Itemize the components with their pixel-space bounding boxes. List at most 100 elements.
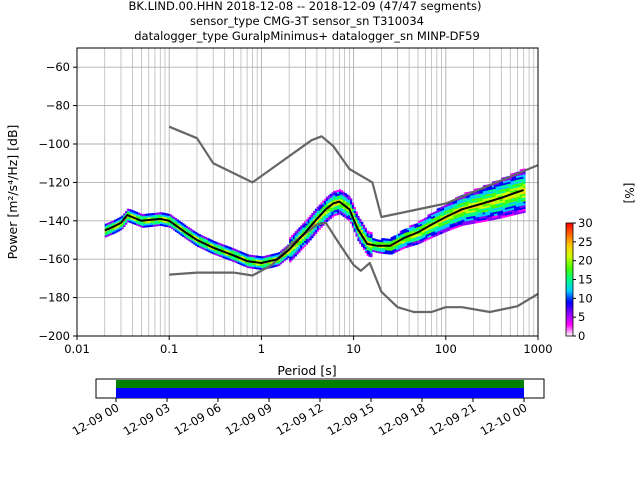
density-cell (412, 226, 415, 229)
density-cell (488, 189, 491, 193)
density-cell (482, 219, 486, 222)
density-cell (475, 209, 478, 212)
density-cell (503, 213, 506, 216)
density-cell (425, 219, 428, 222)
density-cell (198, 237, 202, 241)
density-cell (174, 225, 178, 228)
density-cell (158, 220, 161, 223)
density-cell (366, 251, 369, 254)
density-cell (523, 187, 526, 190)
density-cell (104, 227, 107, 230)
colorbar-label: [%] (622, 183, 636, 204)
density-cell (455, 212, 458, 215)
density-cell (515, 202, 519, 205)
density-cell (366, 249, 369, 253)
density-cell (366, 232, 369, 235)
density-cell (132, 214, 135, 217)
density-cell (497, 182, 500, 185)
density-cell (499, 201, 502, 204)
density-cell (436, 216, 439, 219)
density-cell (110, 225, 113, 228)
density-cell (436, 221, 439, 225)
density-cell (320, 225, 323, 228)
density-cell (464, 200, 467, 203)
density-cell (160, 212, 163, 215)
density-cell (167, 215, 170, 218)
density-cell (300, 225, 303, 228)
density-cell (488, 197, 491, 200)
density-cell (368, 252, 371, 255)
density-cell (364, 243, 368, 246)
density-cell (350, 221, 353, 224)
density-cell (479, 206, 482, 210)
density-cell (244, 264, 248, 268)
density-cell (508, 210, 511, 213)
density-cell (403, 234, 406, 238)
density-cell (165, 220, 168, 224)
density-cell (362, 224, 366, 227)
density-cell (158, 223, 161, 227)
density-cell (119, 228, 122, 231)
density-cell (491, 200, 495, 203)
density-cell (219, 243, 222, 246)
density-cell (211, 251, 214, 254)
density-cell (362, 234, 366, 237)
density-cell (455, 206, 458, 210)
density-cell (453, 219, 456, 222)
y-tick-label: −80 (46, 99, 70, 113)
density-cell (515, 187, 519, 190)
density-cell (351, 221, 355, 225)
timeline-tick-label: 12-09 21 (427, 400, 479, 438)
density-cell (497, 209, 500, 212)
density-cell (501, 187, 504, 190)
density-cell (259, 263, 262, 266)
density-cell (353, 214, 356, 218)
density-cell (346, 194, 349, 197)
density-cell (455, 220, 458, 223)
density-cell (370, 245, 373, 248)
density-cell (185, 233, 189, 236)
density-cell (244, 263, 248, 266)
density-cell (514, 199, 517, 202)
density-cell (309, 234, 312, 237)
density-cell (361, 227, 364, 230)
density-cell (139, 221, 143, 224)
density-cell (261, 260, 264, 263)
density-cell (366, 245, 369, 249)
density-cell (331, 194, 334, 197)
density-cell (519, 198, 522, 201)
density-cell (187, 229, 190, 232)
density-cell (407, 233, 410, 236)
density-cell (508, 198, 511, 202)
density-cell (451, 225, 454, 228)
density-cell (442, 223, 445, 226)
density-cell (405, 241, 408, 245)
density-cell (344, 194, 347, 198)
density-cell (241, 259, 244, 262)
density-cell (444, 218, 447, 221)
density-cell (506, 199, 509, 202)
density-cell (488, 201, 491, 204)
density-cell (493, 190, 497, 193)
density-cell (456, 225, 460, 228)
density-cell (438, 213, 441, 216)
density-cell (385, 246, 388, 249)
density-cell (222, 256, 226, 259)
density-cell (230, 258, 233, 262)
density-cell (473, 198, 476, 201)
density-cell (405, 238, 408, 241)
density-cell (479, 197, 482, 200)
density-cell (313, 230, 316, 233)
density-cell (309, 236, 312, 239)
density-cell (195, 232, 198, 235)
density-cell (169, 214, 172, 217)
density-cell (499, 191, 502, 194)
density-cell (300, 242, 303, 245)
density-cell (447, 226, 450, 230)
density-cell (396, 245, 399, 249)
density-cell (235, 251, 238, 254)
density-cell (361, 223, 364, 226)
density-cell (407, 229, 410, 233)
density-cell (431, 230, 434, 233)
density-cell (283, 257, 286, 260)
